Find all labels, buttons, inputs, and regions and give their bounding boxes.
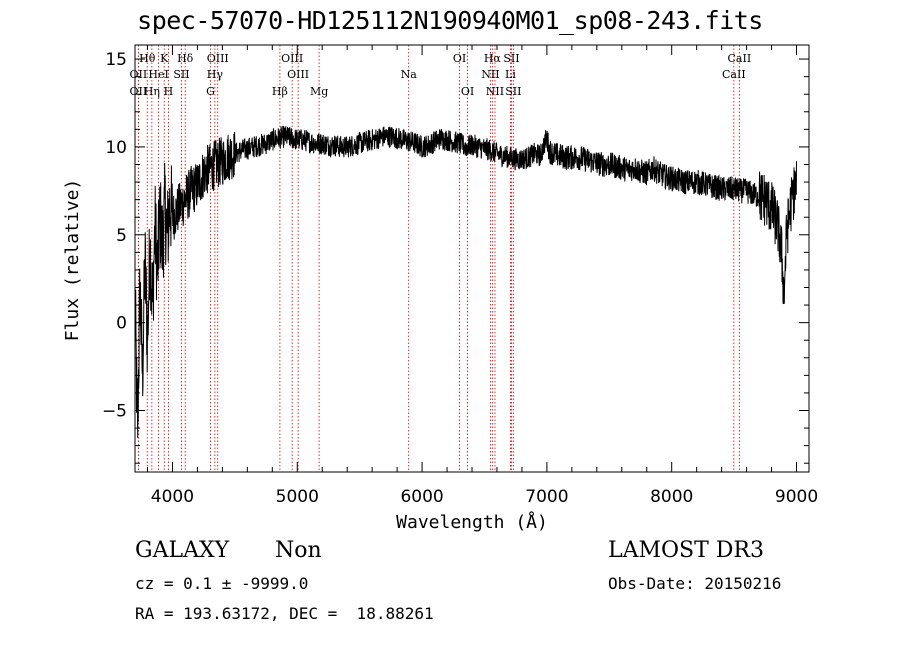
line-marker-label-16: Na <box>401 68 418 81</box>
line-marker-label-8: SII <box>173 68 189 81</box>
line-marker-label-4: HeI <box>148 68 168 81</box>
coordinates-text: RA = 193.63172, DEC = 18.88261 <box>135 604 434 623</box>
line-marker-label-24: SII <box>505 85 521 98</box>
line-marker-label-25: CaII <box>728 52 752 65</box>
line-marker-label-21: NII <box>481 68 499 81</box>
line-marker-label-17: OI <box>453 52 466 65</box>
line-marker-label-1: OII <box>130 85 148 98</box>
x-tick-label: 8000 <box>650 487 693 507</box>
chart-title: spec-57070-HD125112N190940M01_sp08-243.f… <box>137 6 763 35</box>
plot-frame <box>134 44 810 473</box>
line-marker-label-15: Mg <box>310 85 328 98</box>
line-marker-label-6: H <box>164 85 174 98</box>
y-tick-label: 15 <box>105 50 127 70</box>
y-tick-label: 0 <box>116 314 127 334</box>
line-marker-label-23: NII <box>486 85 504 98</box>
line-marker-label-18: OI <box>461 85 474 98</box>
line-marker-label-12: OIII <box>281 52 303 65</box>
x-tick-label: 9000 <box>775 487 818 507</box>
x-tick-label: 7000 <box>525 487 568 507</box>
line-marker-label-19: Hα <box>484 52 502 65</box>
redshift-text: cz = 0.1 ± -9999.0 <box>135 574 309 593</box>
line-marker-group <box>137 45 740 472</box>
line-marker-label-13: OIII <box>287 68 309 81</box>
line-marker-label-20: SII <box>503 52 519 65</box>
y-tick-label: −5 <box>102 401 127 421</box>
observation-date: Obs-Date: 20150216 <box>608 574 782 593</box>
survey-name: LAMOST DR3 <box>608 538 764 563</box>
line-marker-label-group: OII OII Hθ Hη HeI K H Hδ SII OIII Hγ G OIII OIII Hβ Mg N… <box>130 52 752 98</box>
line-marker-label-0: OII <box>130 68 148 81</box>
y-axis-label: Flux (relative) <box>62 179 83 342</box>
line-marker-label-22: Li <box>505 68 516 81</box>
object-class: GALAXY <box>135 538 230 563</box>
line-marker-label-14: Hβ <box>272 85 288 98</box>
line-marker-label-11: G <box>206 85 215 98</box>
line-marker-label-9: OIII <box>207 52 229 65</box>
line-marker-label-2: Hθ <box>139 52 156 65</box>
line-marker-label-3: Hη <box>144 85 160 98</box>
object-subclass: Non <box>275 538 322 563</box>
line-marker-label-10: Hγ <box>207 68 224 81</box>
line-marker-label-26: CaII <box>722 68 746 81</box>
x-tick-label: 5000 <box>276 487 319 507</box>
line-marker-label-7: Hδ <box>177 52 194 65</box>
x-tick-label: 4000 <box>151 487 194 507</box>
line-marker-label-5: K <box>160 52 169 65</box>
x-tick-label: 6000 <box>400 487 443 507</box>
axis-ticks: 4000 5000 6000 7000 8000 9000 −5 0 5 10 15 <box>102 45 818 507</box>
y-tick-label: 10 <box>105 138 127 158</box>
x-axis-label: Wavelength (Å) <box>396 511 548 533</box>
y-tick-label: 5 <box>116 226 127 246</box>
flux-series-line <box>134 125 797 438</box>
